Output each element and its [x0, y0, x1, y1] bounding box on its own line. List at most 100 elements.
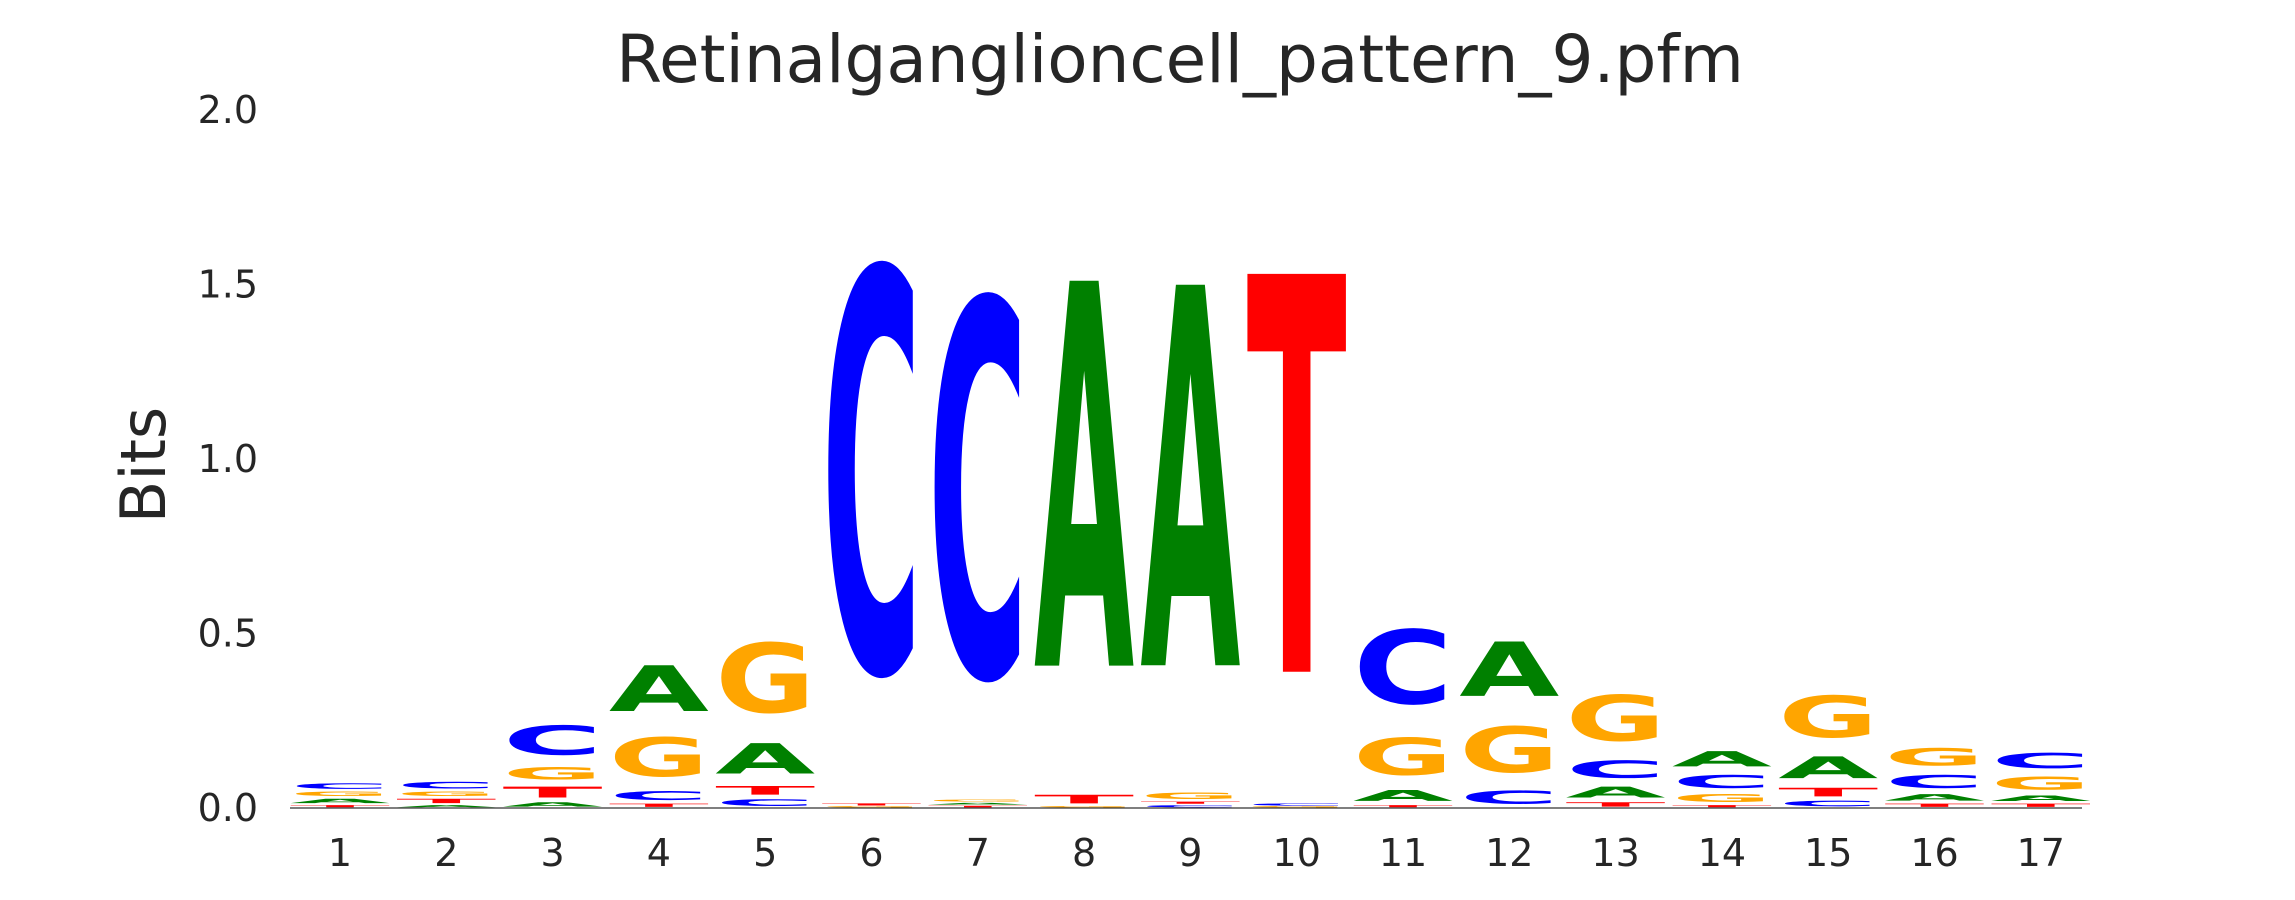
logo-letter-T: T	[503, 784, 603, 801]
x-tick-label: 6	[859, 831, 883, 875]
logo-letter-G: G	[928, 799, 1028, 802]
x-tick-label: 16	[1910, 831, 1958, 875]
logo-letter-C: C	[1566, 756, 1666, 784]
logo-letter-C: C	[928, 198, 1028, 798]
logo-letter-A: A	[1566, 784, 1666, 801]
logo-letter-C: C	[1459, 787, 1559, 808]
logo-letter-C: C	[1140, 805, 1240, 808]
logo-stack: GTC	[822, 158, 922, 808]
logo-letter-T: T	[290, 805, 390, 808]
logo-letter-C: C	[1991, 749, 2091, 773]
logo-letter-A: A	[503, 801, 603, 808]
logo-stack: GCT	[1247, 166, 1348, 808]
logo-letter-T: T	[1247, 166, 1348, 801]
chart-title: Retinalganglioncell_pattern_9.pfm	[616, 21, 1744, 98]
logo-letter-C: C	[396, 780, 496, 790]
logo-letter-A: A	[715, 735, 815, 784]
logo-stack: GTA	[1034, 175, 1135, 808]
logo-letter-T: T	[928, 805, 1028, 808]
y-tick-label: 0.0	[198, 786, 258, 830]
logo-letter-G: G	[1991, 773, 2091, 794]
logo-letter-T: T	[1353, 805, 1453, 808]
logo-letter-A: A	[1459, 627, 1559, 714]
logo-letter-C: C	[1353, 611, 1453, 728]
logo-letter-C: C	[1247, 803, 1347, 806]
logo-letter-C: C	[1778, 799, 1878, 808]
logo-letter-C: C	[822, 158, 922, 801]
logo-letter-G: G	[1034, 806, 1134, 808]
y-tick-label: 1.5	[198, 263, 258, 307]
logo-letter-A: A	[1778, 751, 1879, 786]
logo-letter-C: C	[1672, 771, 1772, 792]
x-tick-label: 15	[1804, 831, 1852, 875]
logo-letter-A: A	[609, 653, 710, 726]
logo-stacks: TAGCATGCATGCTCGACTAGGTCTAGCGTACTGAGCTTAG…	[290, 158, 2091, 808]
x-axis-ticks: 1 2 3 4 5 6 7 8 9 10 11 12 13 14 15 16 17	[328, 831, 2065, 875]
logo-letter-C: C	[503, 717, 603, 764]
logo-letter-T: T	[715, 784, 815, 798]
logo-letter-A: A	[928, 802, 1028, 805]
x-tick-label: 14	[1698, 831, 1746, 875]
logo-letter-T: T	[609, 803, 709, 808]
logo-letter-G: G	[822, 806, 922, 808]
x-tick-label: 13	[1591, 831, 1639, 875]
logo-letter-A: A	[1140, 181, 1241, 789]
logo-letter-G: G	[715, 623, 815, 735]
logo-letter-G: G	[396, 791, 496, 798]
x-tick-label: 7	[966, 831, 990, 875]
logo-letter-G: G	[1140, 791, 1240, 801]
logo-letter-A: A	[396, 805, 496, 808]
x-tick-label: 12	[1485, 831, 1533, 875]
logo-letter-G: G	[1566, 682, 1666, 755]
logo-letter-T: T	[396, 798, 496, 805]
logo-letter-C: C	[1885, 771, 1985, 792]
y-tick-label: 0.5	[198, 612, 258, 656]
logo-letter-C: C	[715, 798, 815, 808]
logo-letter-G: G	[1778, 685, 1878, 751]
x-tick-label: 17	[2017, 831, 2065, 875]
logo-letter-T: T	[1991, 803, 2091, 808]
logo-letter-A: A	[1885, 792, 1985, 802]
x-tick-label: 4	[647, 831, 671, 875]
logo-letter-A: A	[1672, 747, 1773, 771]
logo-letter-T: T	[1566, 801, 1666, 808]
logo-letter-G: G	[609, 727, 709, 789]
logo-letter-A: A	[1034, 175, 1135, 790]
logo-letter-T: T	[1140, 801, 1240, 804]
x-tick-label: 10	[1273, 831, 1321, 875]
logo-letter-T: T	[1034, 792, 1134, 806]
logo-letter-T: T	[822, 803, 922, 806]
logo-letter-G: G	[1247, 806, 1347, 808]
x-tick-label: 8	[1072, 831, 1096, 875]
x-tick-label: 3	[541, 831, 565, 875]
logo-letter-A: A	[1353, 787, 1453, 804]
y-axis-ticks: 0.0 0.5 1.0 1.5 2.0	[198, 88, 258, 830]
logo-letter-T: T	[1778, 785, 1878, 799]
x-tick-label: 1	[328, 831, 352, 875]
x-tick-label: 9	[1178, 831, 1202, 875]
logo-letter-G: G	[1353, 728, 1453, 787]
y-tick-label: 2.0	[198, 88, 258, 132]
logo-letter-T: T	[1672, 805, 1772, 808]
x-tick-label: 11	[1379, 831, 1427, 875]
x-tick-label: 2	[434, 831, 458, 875]
logo-letter-C: C	[609, 789, 709, 803]
logo-letter-G: G	[290, 791, 390, 798]
y-axis-label: Bits	[107, 407, 180, 523]
logo-letter-G: G	[1885, 744, 1985, 772]
logo-letter-C: C	[290, 782, 390, 791]
y-tick-label: 1.0	[198, 437, 258, 481]
